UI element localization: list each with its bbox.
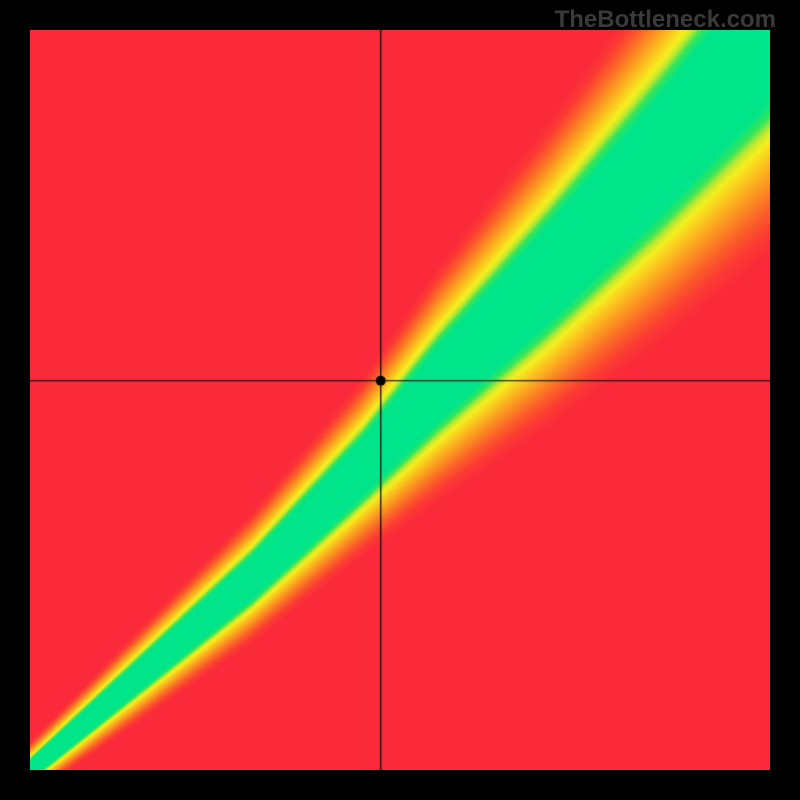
heatmap-canvas — [30, 30, 770, 770]
heatmap-plot — [30, 30, 770, 770]
watermark-text: TheBottleneck.com — [555, 6, 776, 34]
